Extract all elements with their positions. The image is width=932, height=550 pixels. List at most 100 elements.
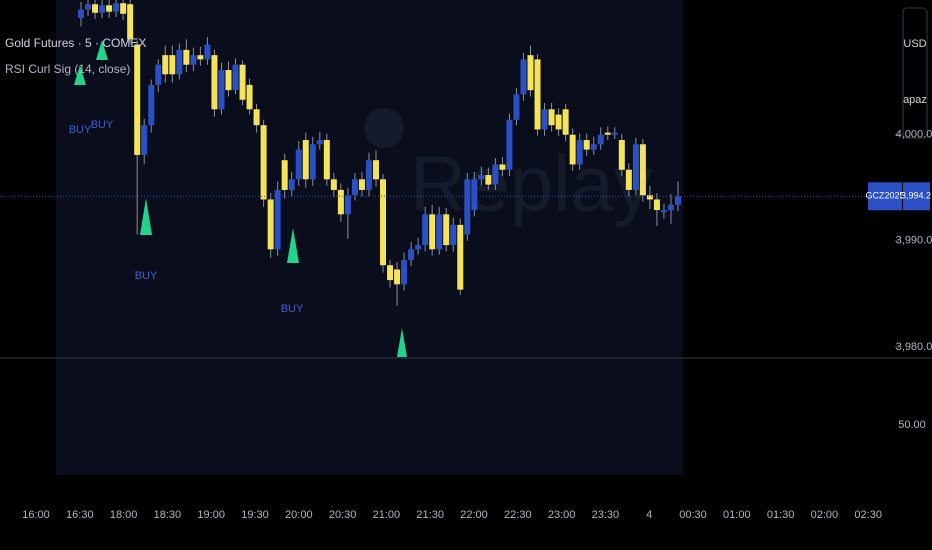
signal-arrow [74, 65, 86, 85]
candle-body [478, 175, 485, 180]
candle-body [372, 160, 379, 180]
candle-body [639, 144, 646, 196]
candle-body [646, 195, 653, 200]
x-tick-label: 16:00 [22, 509, 50, 521]
candle-body [380, 179, 387, 266]
currency[interactable]: USD [903, 38, 926, 50]
x-tick-label: 16:30 [66, 509, 94, 521]
candle-body [415, 245, 422, 250]
x-tick-label: 01:30 [767, 509, 795, 521]
last-price: 3,994.2 [901, 191, 931, 201]
candle-body [288, 179, 295, 190]
candle-body [176, 49, 183, 75]
candle-body [499, 164, 506, 170]
candle-body [225, 70, 232, 91]
candle-body [520, 59, 527, 95]
candle-body [618, 140, 625, 170]
y-tick-label: 3,990.0 [896, 235, 932, 247]
candle-body [162, 55, 169, 75]
y-tick-label: 3,980.0 [896, 341, 932, 353]
candle-body [120, 3, 127, 14]
x-tick-label: 19:00 [197, 509, 225, 521]
x-tick-label: 02:30 [854, 509, 882, 521]
price-tag [903, 182, 930, 211]
candle-body [660, 210, 667, 213]
signal-arrow [287, 228, 299, 263]
x-tick-label: 22:30 [504, 509, 532, 521]
candle-body [337, 189, 344, 215]
candle-body [155, 64, 162, 85]
candle-body [597, 134, 604, 145]
x-tick-label: 20:30 [329, 509, 357, 521]
x-tick-label: 02:00 [811, 509, 839, 521]
candle-body [471, 179, 478, 211]
signal-label: BUY [91, 119, 114, 131]
candle-body [569, 134, 576, 165]
candle-body [351, 179, 358, 196]
candle-body [436, 214, 443, 250]
candle-body [611, 132, 618, 135]
signal-label: BUY [69, 124, 92, 136]
candle-body [246, 84, 253, 110]
candle-body [632, 144, 639, 190]
candle-body [625, 169, 632, 190]
signal-label: BUY [135, 270, 158, 282]
signal-arrow [140, 198, 152, 235]
candle-body [92, 4, 99, 13]
candle-body [422, 214, 429, 246]
candle-body [548, 109, 555, 126]
candle-body [309, 144, 316, 180]
candle-body [653, 199, 660, 211]
candle-body [239, 64, 246, 100]
watermark: Replay [410, 140, 653, 228]
candle-body [387, 265, 394, 281]
candle-body [127, 4, 134, 40]
x-tick-label: 19:30 [241, 509, 269, 521]
x-tick-label: 22:00 [460, 509, 488, 521]
candle-body [211, 55, 218, 110]
indicator-name: RSI Curl Sig (14, close) [5, 62, 130, 76]
symbol-tag [868, 182, 902, 211]
candle-body [274, 189, 281, 250]
candle-body [358, 179, 365, 190]
candle-body [675, 196, 681, 205]
candle-body [148, 84, 155, 126]
unit[interactable]: apaz [903, 94, 927, 106]
candle-body [253, 109, 260, 126]
signal-arrow [96, 40, 108, 60]
x-tick-label: 21:00 [373, 509, 401, 521]
candle-body [197, 55, 204, 60]
candle-body [169, 55, 176, 75]
rsi-level-label: 50.00 [898, 419, 926, 431]
x-tick-label: 00:30 [679, 509, 707, 521]
x-tick-label: 20:00 [285, 509, 313, 521]
x-tick-label: 01:00 [723, 509, 751, 521]
candle-body [443, 214, 450, 246]
scale-box[interactable] [902, 7, 928, 139]
candle-body [590, 144, 597, 150]
candle-body [485, 175, 492, 185]
candle-body [576, 140, 583, 165]
x-tick-label: 23:00 [548, 509, 576, 521]
candle-body [527, 55, 534, 91]
candle-body [562, 109, 569, 135]
candle-body [113, 3, 120, 12]
candle-body [555, 114, 562, 130]
candle-body [316, 140, 323, 145]
x-tick-label: 18:00 [110, 509, 138, 521]
candle-body [281, 160, 288, 190]
candle-body [513, 94, 520, 120]
candle-body [99, 5, 106, 13]
candle-body [106, 5, 113, 12]
candle-body [204, 44, 211, 60]
chart-title: Gold Futures · 5 · COMEX [5, 36, 146, 50]
candle-body [541, 109, 548, 130]
candle-body [365, 160, 372, 190]
candle-body [401, 259, 408, 285]
candle-body [330, 179, 337, 190]
candle-body [344, 195, 351, 215]
candle-body [408, 249, 415, 260]
watermark-icon [364, 108, 404, 148]
